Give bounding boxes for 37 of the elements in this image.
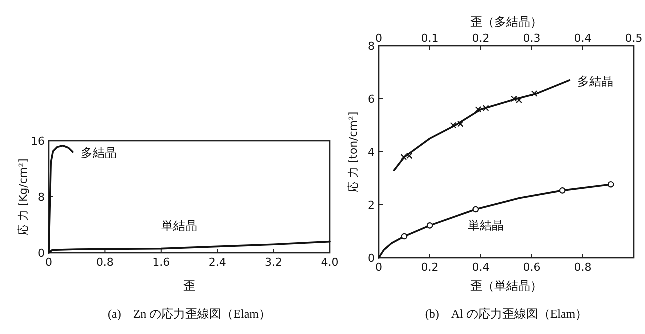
x2-axis-title: 歪（多結晶）: [470, 15, 542, 29]
y-axis-title: 応 力 [Kg/cm²]: [17, 158, 30, 236]
series-label: 多結晶: [578, 74, 614, 88]
point: [472, 206, 480, 213]
text: (a) Zn の応力歪線図（Elam）: [108, 307, 271, 321]
x-tick-label: 0.8: [96, 256, 114, 269]
point: [559, 188, 566, 194]
x-tick-label: 4.0: [321, 256, 339, 269]
y-tick-label: 8: [38, 191, 45, 204]
series-label: 単結晶: [468, 218, 504, 233]
x-tick-label: 0.2: [421, 261, 439, 274]
y-tick-label: 6: [368, 93, 375, 106]
x-axis-title: 歪: [184, 279, 196, 293]
x-tick-label: 2.4: [208, 256, 226, 269]
series-label: 多結晶: [80, 146, 117, 160]
x-tick-label: 3.2: [265, 256, 283, 269]
text: (b) Al の応力歪線図（Elam）: [425, 307, 588, 321]
point: [608, 181, 614, 188]
x-tick-label: 0.8: [574, 261, 592, 274]
x2-tick-label: 0.2: [472, 32, 490, 45]
y-axis-title: 応 力 [ton/cm²]: [347, 112, 360, 192]
point: [426, 222, 434, 229]
point: [401, 233, 408, 240]
y-tick-label: 8: [368, 40, 375, 53]
x-tick-label: 0.6: [523, 261, 541, 274]
x-tick-label: 0.4: [472, 261, 490, 274]
x-axis-title: 歪（単結晶）: [470, 279, 542, 293]
y-tick-label: 4: [368, 146, 375, 159]
x2-tick-label: 0.5: [625, 32, 643, 45]
x-tick-label: 1.6: [152, 256, 170, 269]
x2-tick-label: 0.1: [421, 32, 439, 45]
series-label: 単結晶: [162, 218, 198, 233]
y-tick-label: 0: [38, 247, 45, 260]
x2-tick-label: 0.3: [523, 32, 541, 45]
y-tick-label: 2: [368, 199, 375, 212]
y-tick-label: 16: [31, 135, 45, 148]
x2-tick-label: 0.4: [574, 32, 592, 45]
